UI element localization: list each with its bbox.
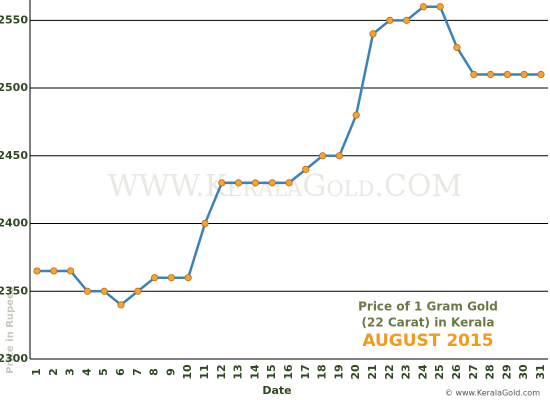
x-tick-label: 3 [64, 368, 77, 376]
point [134, 287, 142, 295]
x-tick-label: 16 [282, 364, 295, 380]
x-tick-label: 2 [47, 368, 60, 376]
y-axis-label: Price in Rupees [5, 286, 16, 373]
point [67, 267, 75, 275]
point [503, 70, 511, 79]
point [318, 152, 327, 160]
x-tick-label: 11 [198, 364, 211, 379]
x-tick-label: 10 [181, 364, 194, 380]
point [33, 267, 41, 275]
x-tick-label: 25 [433, 364, 446, 379]
point [201, 219, 209, 228]
point [369, 30, 377, 38]
point [285, 179, 293, 187]
point [486, 70, 495, 79]
annotation-line: Price of 1 Gram Gold [358, 300, 498, 314]
point [386, 16, 394, 24]
point [268, 179, 276, 187]
x-tick-label: 28 [484, 364, 497, 379]
point [167, 274, 175, 282]
x-axis-label: Date [262, 384, 291, 397]
point [302, 165, 310, 173]
x-tick-label: 13 [232, 364, 245, 379]
point [83, 287, 92, 295]
point [335, 152, 343, 160]
y-tick-label: 2350 [0, 284, 28, 297]
point [537, 70, 545, 79]
y-tick-label: 2550 [0, 13, 28, 26]
point [235, 179, 243, 187]
x-tick-label: 7 [131, 368, 144, 376]
point [251, 179, 259, 187]
x-tick-label: 23 [400, 364, 413, 379]
footer: © www.KeralaGold.com [445, 389, 540, 398]
x-tick-label: 27 [467, 364, 480, 379]
x-tick-label: 4 [80, 368, 93, 376]
y-tick-label: 2500 [0, 81, 28, 94]
watermark: WWW.KeralaGold.COM [108, 169, 462, 204]
x-tick-label: 9 [164, 368, 177, 376]
x-tick-label: 18 [316, 364, 329, 379]
point [402, 16, 411, 24]
annotation-line: (22 Carat) in Kerala [362, 316, 495, 330]
x-tick-label: 29 [500, 364, 513, 379]
x-tick-label: 22 [383, 364, 396, 379]
x-tick-label: 15 [265, 364, 278, 379]
point [436, 3, 444, 11]
point [453, 43, 461, 52]
point [218, 179, 226, 187]
point [100, 287, 108, 295]
y-tick-label: 2300 [0, 352, 28, 365]
x-tick-label: 21 [366, 364, 379, 379]
y-tick-label: 2450 [0, 149, 28, 162]
x-tick-label: 26 [450, 364, 463, 380]
point [184, 274, 192, 282]
point [117, 301, 125, 309]
x-tick-label: 6 [114, 368, 127, 376]
x-tick-label: 8 [148, 368, 161, 376]
x-tick-label: 31 [534, 364, 547, 379]
point [352, 111, 360, 119]
x-tick-label: 24 [416, 364, 429, 380]
point [520, 70, 528, 79]
y-tick-label: 2400 [0, 217, 28, 230]
x-tick-label: 1 [30, 368, 43, 376]
point [419, 3, 427, 11]
x-tick-label: 19 [332, 364, 345, 379]
x-tick-label: 17 [299, 364, 312, 379]
point [151, 274, 159, 282]
x-tick-label: 30 [517, 364, 530, 380]
annotation-month: AUGUST 2015 [362, 331, 493, 351]
point [50, 267, 58, 275]
point [470, 70, 478, 79]
x-tick-label: 20 [349, 364, 362, 380]
x-tick-label: 12 [215, 364, 228, 379]
x-tick-label: 5 [97, 368, 110, 376]
x-tick-label: 14 [248, 364, 261, 380]
